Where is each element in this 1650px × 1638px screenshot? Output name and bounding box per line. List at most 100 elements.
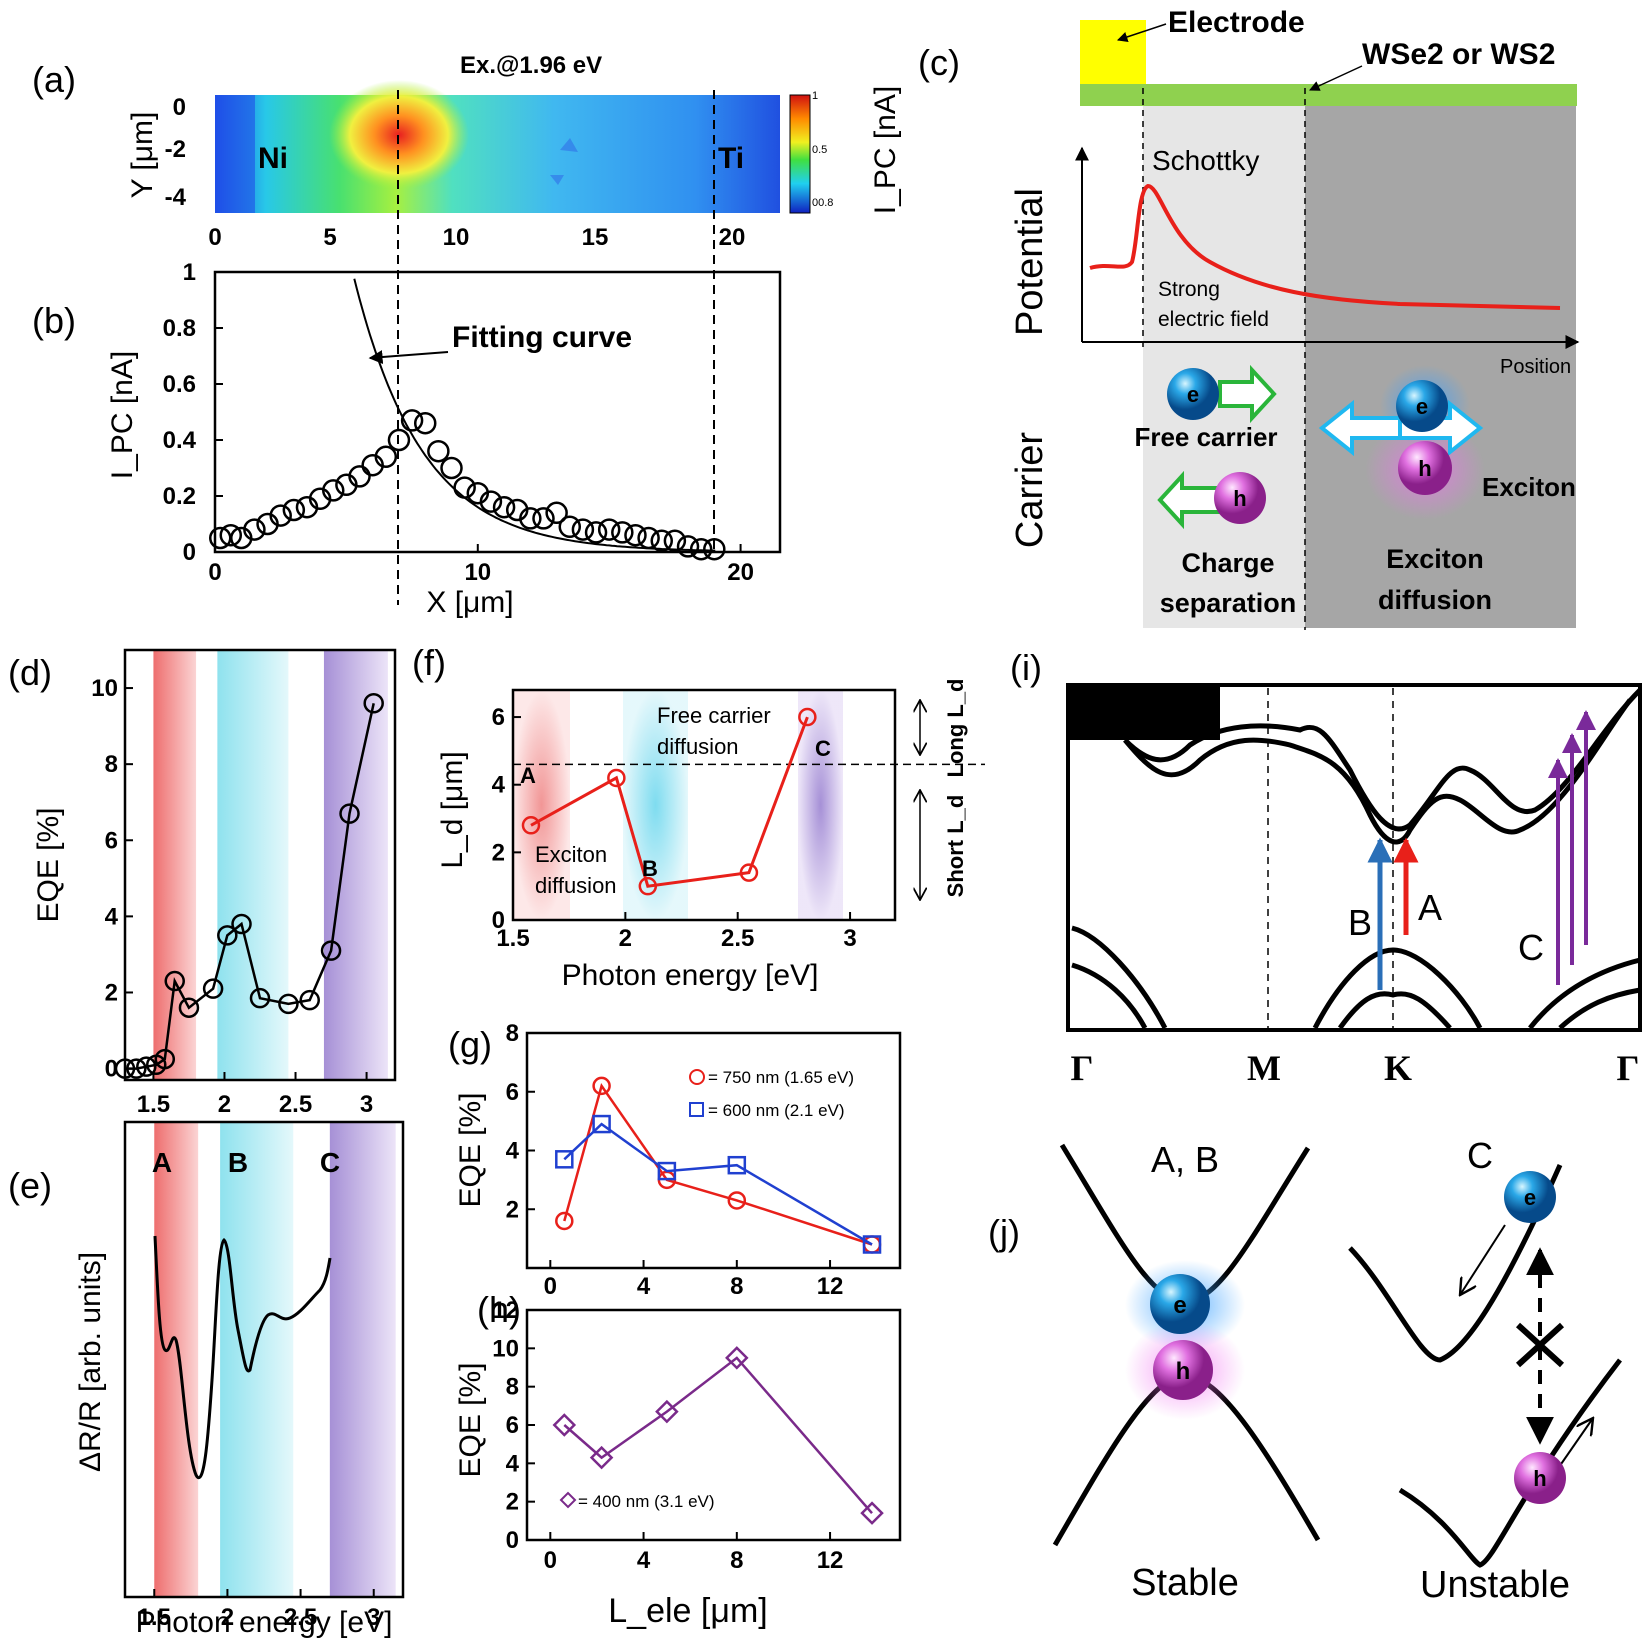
colorbar-tick: 1 <box>812 90 818 102</box>
field-label-2: electric field <box>1158 308 1269 331</box>
plot-g-point <box>555 1211 574 1231</box>
short-ld-label: Short L_d <box>943 795 968 898</box>
plot-f-xtick: 2 <box>619 925 632 952</box>
band-frame <box>1066 683 1642 1032</box>
free-carrier-label: Free carrier <box>1134 422 1277 452</box>
plot-b-ytick: 0.6 <box>163 371 196 398</box>
valence-bands <box>1071 925 1641 1030</box>
heatmap-xtick: 20 <box>719 224 746 251</box>
panel-b: (b) 0 0.2 0.4 0.6 0.8 1 0 10 20 Fitting curve I… <box>32 259 782 619</box>
plot-b-ytick: 1 <box>183 259 196 286</box>
plot-d-point <box>114 1058 136 1079</box>
plot-b-ytick: 0 <box>183 539 196 566</box>
plot-h-point <box>725 1346 749 1370</box>
plot-h-ytick: 2 <box>506 1489 519 1516</box>
plot-d-point <box>202 978 224 999</box>
plot-b-x-ticks: 0 10 20 <box>208 544 754 586</box>
plot-g-xtick: 4 <box>637 1273 651 1300</box>
plot-f-band-a <box>513 690 570 920</box>
plot-f-y-ticks: 0 2 4 6 <box>492 704 521 934</box>
plot-d-point <box>363 693 384 714</box>
plot-f-point-label-a: A <box>520 763 536 788</box>
plot-b-point <box>663 529 687 553</box>
exciton-diffusion-label-2: diffusion <box>1378 585 1492 615</box>
plot-g-ytick: 4 <box>506 1138 520 1165</box>
stable-electron <box>1150 1274 1210 1334</box>
heatmap-label-ni: Ni <box>258 142 288 175</box>
plot-b-point <box>689 537 713 561</box>
transition-label-c: C <box>1518 927 1544 968</box>
plot-d-ytick: 0 <box>105 1056 118 1083</box>
blocked-cross-icon <box>1515 1322 1565 1368</box>
panel-label-j: (j) <box>988 1212 1020 1253</box>
plot-e-band-c <box>329 1122 396 1597</box>
plot-f-ytick: 4 <box>492 772 506 799</box>
schottky-region <box>1143 88 1305 628</box>
plot-g-ytick: 6 <box>506 1079 519 1106</box>
plot-g-y-ticks: 2 4 6 8 <box>506 1020 535 1223</box>
plot-g-xtick: 0 <box>544 1273 557 1300</box>
panel-label-g: (g) <box>448 1024 492 1065</box>
heatmap-xtick: 5 <box>323 224 336 251</box>
plot-d-xtick: 2.5 <box>279 1091 312 1118</box>
colorbar <box>789 94 811 214</box>
plot-d-line <box>125 703 375 1070</box>
heatmap-ytick: -4 <box>165 184 187 211</box>
exciton-diffusion-label-1: Exciton <box>1386 544 1484 574</box>
plot-h-y-ticks: 0 2 4 6 8 10 12 <box>492 1297 535 1554</box>
legend-marker-400nm <box>559 1491 577 1509</box>
plot-f-region-label: diffusion <box>657 734 739 759</box>
plot-b-y-ticks: 0 0.2 0.4 0.6 0.8 1 <box>163 259 223 566</box>
charge-sep-label-1: Charge <box>1181 548 1274 578</box>
plot-f-x-ticks: 1.5 2 2.5 3 <box>496 912 857 952</box>
plot-b-ylabel: I_PC [nA] <box>106 351 139 479</box>
plot-b-point <box>703 537 726 561</box>
exciton-label: Exciton <box>1482 472 1576 502</box>
plot-d-point <box>154 1048 176 1070</box>
plot-h-ytick: 10 <box>492 1335 519 1362</box>
plot-b-xlabel: X [μm] <box>426 586 513 619</box>
unstable-electron-label: e <box>1524 1185 1536 1210</box>
plot-g-point <box>862 1235 882 1254</box>
unstable-caption: Unstable <box>1420 1564 1570 1606</box>
plot-f-xtick: 1.5 <box>496 925 529 952</box>
unstable-hole <box>1514 1452 1566 1504</box>
plot-d-point <box>217 925 238 946</box>
plot-f-points <box>521 707 817 896</box>
plot-d-point <box>126 1058 147 1079</box>
panel-label-e: (e) <box>8 1165 52 1206</box>
plot-b-point <box>479 490 503 513</box>
plot-h-series <box>552 1346 884 1525</box>
plot-b-frame <box>213 270 782 554</box>
free-hole <box>1214 472 1266 524</box>
hole-drift-arrow <box>1157 470 1224 530</box>
plot-h-ytick: 4 <box>506 1450 520 1477</box>
long-ld-label: Long L_d <box>943 679 968 778</box>
plot-b-point <box>282 498 306 522</box>
reflectance-curve <box>153 1235 332 1479</box>
plot-h-point <box>860 1501 884 1525</box>
plot-d-point <box>178 997 200 1018</box>
plot-g-point <box>592 1114 611 1134</box>
heatmap-field <box>215 95 780 213</box>
plot-d-band-b <box>217 650 289 1080</box>
plot-d-frame <box>123 648 397 1082</box>
panel-label-a: (a) <box>32 59 76 100</box>
panel-label-c: (c) <box>918 42 960 83</box>
fitting-curve-label: Fitting curve <box>452 321 632 354</box>
plot-d-xtick: 3 <box>360 1091 373 1118</box>
plot-g-series-line <box>563 1122 873 1246</box>
panel-d: (d) 0 2 4 6 8 10 1.5 2 2.5 3 EQE [%] <box>8 648 397 1118</box>
stable-title: A, B <box>1151 1139 1219 1180</box>
plot-d-ylabel: EQE [%] <box>32 807 65 922</box>
layer-label: WSe2 or WS2 <box>1362 38 1555 71</box>
plot-b-xtick: 0 <box>208 559 221 586</box>
field-label-1: Strong <box>1158 278 1220 301</box>
plot-f-xtick: 3 <box>843 925 856 952</box>
plot-f-frame <box>511 688 897 922</box>
panel-a: (a) Ex.@1.96 eV Ni Ti 0 -2 -4 Y [μm] 0 5… <box>32 52 902 251</box>
plot-e-band-a <box>154 1122 199 1597</box>
colorbar-tick: 00.8 <box>812 197 833 209</box>
heatmap-ytick: -2 <box>165 136 186 163</box>
plot-b-xtick: 10 <box>464 559 491 586</box>
